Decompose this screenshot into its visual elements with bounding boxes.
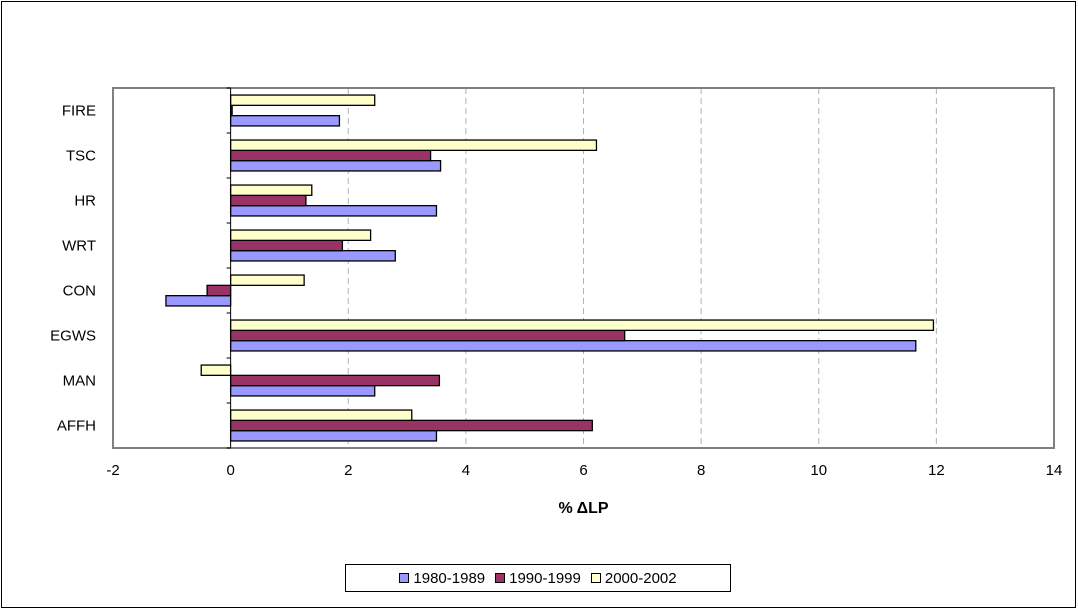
y-category-label: AFFH xyxy=(57,418,96,435)
y-category-label: FIRE xyxy=(62,103,96,120)
bar-2000-2002 xyxy=(229,184,313,197)
bar-2000-2002 xyxy=(200,364,232,376)
bar-1980-1989 xyxy=(229,159,442,172)
bar-2000-2002 xyxy=(229,274,305,286)
y-category-label: TSC xyxy=(66,148,96,165)
bar-1980-1989 xyxy=(229,384,376,397)
bar-1980-1989 xyxy=(229,339,917,352)
y-category-label: MAN xyxy=(63,373,96,390)
bar-2000-2002 xyxy=(229,139,598,152)
x-tick-label: 10 xyxy=(810,462,827,479)
bar-1980-1989 xyxy=(229,115,341,127)
bar-1990-1999 xyxy=(229,194,307,207)
legend-swatch xyxy=(495,573,506,583)
y-category-label: HR xyxy=(74,193,96,210)
x-tick-label: 12 xyxy=(928,462,945,479)
bar-chart: -2 0 2 4 6 8 10 12 14FIRETSCHRWRTCONEGWSMANAFFH … xyxy=(50,87,1062,517)
bar-1980-1989 xyxy=(229,249,396,262)
bar-2000-2002 xyxy=(229,229,372,242)
bar-1990-1999 xyxy=(229,374,441,387)
x-tick-label: 14 xyxy=(1046,462,1063,479)
x-tick-label: 4 xyxy=(462,462,470,479)
bar-1980-1989 xyxy=(229,429,438,442)
bar-1990-1999 xyxy=(229,419,593,432)
x-tick-label: 0 xyxy=(226,462,234,479)
legend-item: 1980-1989 xyxy=(399,570,485,587)
legend-item: 2000-2002 xyxy=(590,569,677,587)
axes xyxy=(226,87,232,449)
plot-area xyxy=(112,87,1055,449)
x-tick-label: 2 xyxy=(344,462,352,479)
bar-1990-1999 xyxy=(229,239,344,252)
legend: 1980-1989 1990-1999 2000-2002 xyxy=(345,564,731,592)
bar-2000-2002 xyxy=(229,409,413,421)
legend-swatch xyxy=(399,573,410,583)
bar-2000-2002 xyxy=(229,319,935,331)
y-category-label: WRT xyxy=(62,238,96,255)
y-category-label: CON xyxy=(63,283,96,300)
bar-1980-1989 xyxy=(165,294,232,307)
bar-1990-1999 xyxy=(229,149,432,162)
tick-labels: -2 0 2 4 6 8 10 12 14 FIRE TSC HR WRT CON EGWS MAN AFFH xyxy=(50,103,1062,480)
x-tick-label: -2 xyxy=(106,462,119,479)
x-axis-title: % ΔLP xyxy=(558,500,608,517)
legend-label: 2000-2002 xyxy=(604,569,677,587)
bar-1990-1999 xyxy=(229,329,626,342)
legend-item: 1990-1999 xyxy=(495,570,581,587)
y-category-label: EGWS xyxy=(50,328,96,345)
x-tick-label: 6 xyxy=(579,462,587,479)
bar-2000-2002 xyxy=(229,94,376,107)
x-tick-label: 8 xyxy=(697,462,705,479)
bar-1980-1989 xyxy=(229,204,438,217)
legend-label: 1990-1999 xyxy=(509,569,581,587)
bar-1990-1999 xyxy=(206,284,232,297)
legend-label: 1980-1989 xyxy=(413,569,486,587)
legend-swatch xyxy=(590,573,601,583)
